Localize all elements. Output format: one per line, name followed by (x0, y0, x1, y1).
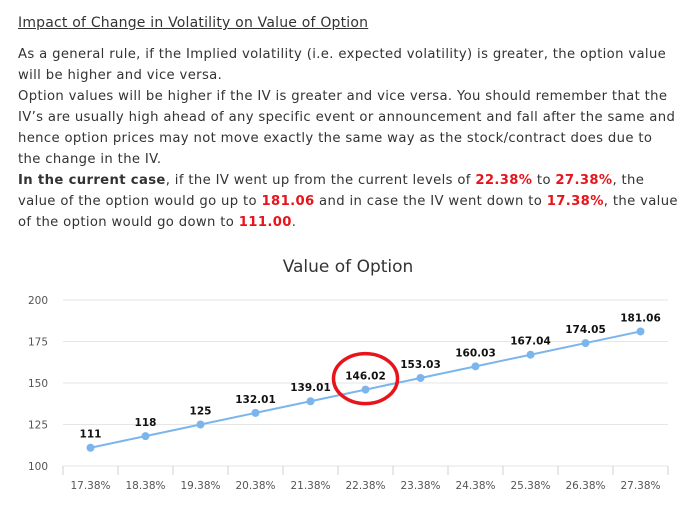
data-label: 181.06 (620, 312, 661, 324)
iv-up-value: 27.38% (555, 173, 613, 188)
chart-title: Value of Option (283, 257, 414, 277)
highlight-circle (331, 351, 400, 406)
data-label: 132.01 (235, 394, 276, 406)
x-tick-label: 22.38% (345, 480, 385, 492)
y-tick-label: 150 (28, 378, 48, 390)
data-point (86, 443, 95, 452)
section-heading: Impact of Change in Volatility on Value … (18, 15, 369, 31)
y-tick-label: 125 (28, 420, 48, 432)
x-tick-label: 21.38% (290, 480, 330, 492)
data-label: 118 (135, 417, 157, 429)
current-case-lead: In the current case (18, 173, 166, 188)
current-case-text: to (532, 173, 556, 188)
paragraph-iv-explanation: Option values will be higher if the IV i… (18, 89, 676, 167)
data-point (306, 397, 315, 406)
iv-down-value: 17.38% (546, 194, 604, 209)
option-value-up: 181.06 (261, 194, 315, 209)
value-of-option-chart: Value of Option 100 125 150 175 200 17.38% 18… (28, 257, 669, 492)
data-point (526, 350, 535, 359)
data-point (581, 339, 590, 348)
data-points (86, 327, 645, 452)
x-tick-label: 26.38% (565, 480, 605, 492)
y-tick-label: 175 (28, 337, 48, 349)
current-case-text: . (291, 215, 297, 230)
x-tick-label: 27.38% (620, 480, 660, 492)
x-tick-label: 20.38% (235, 480, 275, 492)
x-tick-label: 24.38% (455, 480, 495, 492)
current-case-text: , the value of the option would go up to (18, 173, 645, 209)
x-tick-label: 23.38% (400, 480, 440, 492)
data-label: 160.03 (455, 347, 496, 359)
data-point (636, 327, 645, 336)
data-label: 111 (80, 429, 102, 441)
option-value-down: 111.00 (238, 215, 292, 230)
data-label: 167.04 (510, 336, 551, 348)
iv-current-value: 22.38% (475, 173, 533, 188)
paragraph-general-rule: As a general rule, if the Implied volati… (18, 47, 667, 83)
data-label: 139.01 (290, 382, 331, 394)
y-tick-label: 100 (28, 461, 48, 473)
data-point (196, 420, 205, 429)
x-tick-label: 25.38% (510, 480, 550, 492)
current-case-text: and in case the IV went down to (314, 194, 547, 209)
data-point (141, 432, 150, 441)
y-tick-label: 200 (28, 295, 48, 307)
grid-lines (63, 299, 668, 467)
data-label: 153.03 (400, 359, 441, 371)
data-label: 146.02 (345, 371, 386, 383)
data-point (361, 385, 370, 394)
paragraph-current-case: In the current case, if the IV went up f… (18, 170, 678, 233)
x-axis-ticks: 17.38% 18.38% 19.38% 20.38% 21.38% 22.38% 23.3… (62, 466, 669, 492)
y-axis-ticks: 100 125 150 175 200 (28, 295, 48, 473)
data-point (471, 362, 480, 371)
data-labels: 111 118 125 132.01 139.01 146.02 153.03 160.03 1… (80, 312, 661, 440)
data-label: 125 (190, 406, 212, 418)
data-label: 174.05 (565, 324, 606, 336)
x-tick-label: 17.38% (70, 480, 110, 492)
x-tick-label: 19.38% (180, 480, 220, 492)
current-case-text: , the value of the option would go down … (18, 194, 678, 230)
x-tick-label: 18.38% (125, 480, 165, 492)
data-point (416, 373, 425, 382)
current-case-text: , if the IV went up from the current lev… (165, 173, 476, 188)
data-point (251, 408, 260, 417)
text-block: Impact of Change in Volatility on Value … (18, 14, 678, 233)
